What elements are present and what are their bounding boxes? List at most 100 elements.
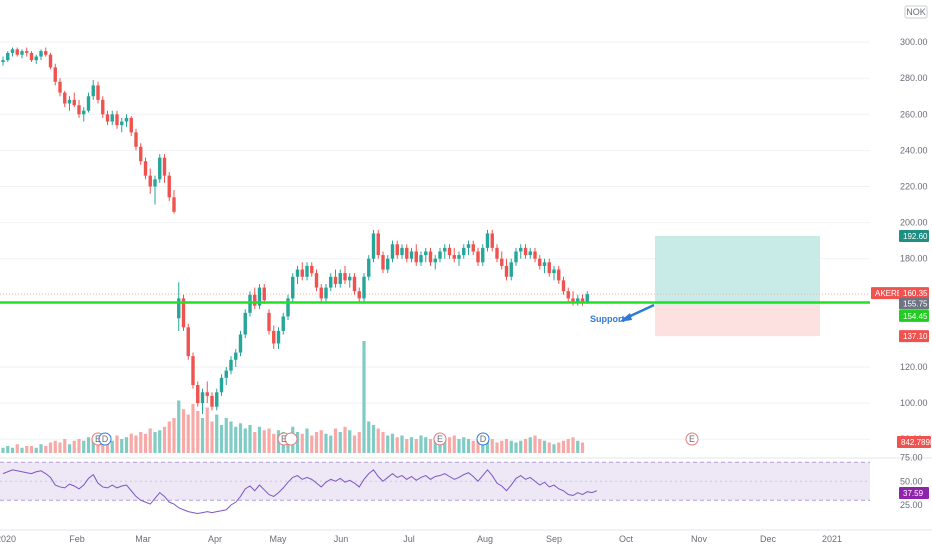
candle-body[interactable] [466,244,471,248]
candle-body[interactable] [547,262,551,274]
candle-body[interactable] [219,377,224,393]
candle-body[interactable] [238,334,243,353]
candle-body[interactable] [367,258,371,277]
candle-body[interactable] [523,247,528,256]
candle-body[interactable] [419,255,423,263]
candle-body[interactable] [110,114,114,122]
candle-body[interactable] [447,247,452,256]
candle-body[interactable] [405,247,409,259]
candle-body[interactable] [533,251,537,259]
candle-body[interactable] [348,276,352,281]
candle-body[interactable] [286,298,290,317]
candle-body[interactable] [580,298,585,303]
candle-body[interactable] [181,298,186,328]
candle-body[interactable] [72,99,76,106]
candle-body[interactable] [443,247,447,252]
candle-body[interactable] [67,99,72,104]
candle-body[interactable] [395,244,399,256]
candle-body[interactable] [248,294,252,313]
candle-body[interactable] [400,247,404,256]
candle-body[interactable] [457,255,461,259]
candle-body[interactable] [329,276,333,288]
candle-body[interactable] [557,269,561,281]
candle-body[interactable] [267,312,271,331]
candle-body[interactable] [86,96,91,111]
candle-body[interactable] [34,56,38,61]
candle-body[interactable] [20,51,24,55]
candle-body[interactable] [167,175,171,198]
candle-body[interactable] [196,385,200,404]
candle-body[interactable] [561,280,566,292]
candle-body[interactable] [409,251,414,259]
candle-body[interactable] [153,179,157,187]
candle-body[interactable] [319,287,323,299]
candle-body[interactable] [276,330,281,344]
dividend-marker-icon[interactable] [98,432,112,446]
candle-body[interactable] [224,370,228,378]
candle-body[interactable] [158,157,162,180]
candle-body[interactable] [352,276,357,292]
candle-body[interactable] [538,258,542,266]
candle-body[interactable] [357,291,361,299]
candle-body[interactable] [452,255,456,259]
candle-body[interactable] [243,312,247,335]
candle-body[interactable] [381,255,385,270]
candle-body[interactable] [262,287,266,301]
candle-body[interactable] [566,291,570,299]
candle-body[interactable] [272,330,276,344]
candle-body[interactable] [10,49,15,53]
candle-body[interactable] [386,258,390,270]
candle-body[interactable] [129,117,133,133]
candle-body[interactable] [433,258,437,263]
candle-body[interactable] [177,298,181,319]
candle-body[interactable] [476,251,480,263]
candle-body[interactable] [376,233,380,256]
candle-body[interactable] [25,51,29,53]
candle-body[interactable] [462,247,466,256]
candle-body[interactable] [295,269,300,277]
candle-body[interactable] [371,233,376,259]
candle-body[interactable] [338,273,342,284]
candle-body[interactable] [291,276,295,299]
candle-body[interactable] [300,269,304,277]
candle-body[interactable] [471,244,475,252]
candle-body[interactable] [200,392,205,404]
candle-body[interactable] [390,244,395,259]
candle-body[interactable] [253,294,257,306]
candle-body[interactable] [105,114,110,122]
candle-body[interactable] [6,52,10,61]
candle-body[interactable] [509,262,513,277]
candle-body[interactable] [139,146,143,162]
candle-body[interactable] [39,51,43,57]
candle-body[interactable] [96,85,100,100]
candle-body[interactable] [305,265,309,277]
candle-body[interactable] [44,51,48,55]
candle-body[interactable] [186,327,190,357]
candle-body[interactable] [314,273,319,288]
candle-body[interactable] [53,67,57,82]
candle-body[interactable] [310,265,314,274]
candle-body[interactable] [495,247,499,259]
candle-body[interactable] [438,251,442,259]
candle-body[interactable] [281,316,285,331]
candle-body[interactable] [481,247,485,263]
candle-body[interactable] [15,49,19,55]
candle-body[interactable] [82,110,86,115]
candle-body[interactable] [257,287,262,306]
candle-body[interactable] [504,265,509,277]
currency-badge[interactable] [904,5,928,19]
candle-body[interactable] [215,392,219,407]
candle-body[interactable] [172,197,176,212]
candle-body[interactable] [234,352,238,360]
candle-body[interactable] [101,99,105,115]
candle-body[interactable] [120,121,124,126]
candle-body[interactable] [500,258,504,266]
candle-body[interactable] [519,247,523,252]
stop-zone[interactable] [655,304,820,337]
candle-body[interactable] [29,52,34,61]
candle-body[interactable] [63,92,67,104]
candle-body[interactable] [143,161,148,176]
candle-body[interactable] [162,157,167,176]
candle-body[interactable] [343,273,347,281]
